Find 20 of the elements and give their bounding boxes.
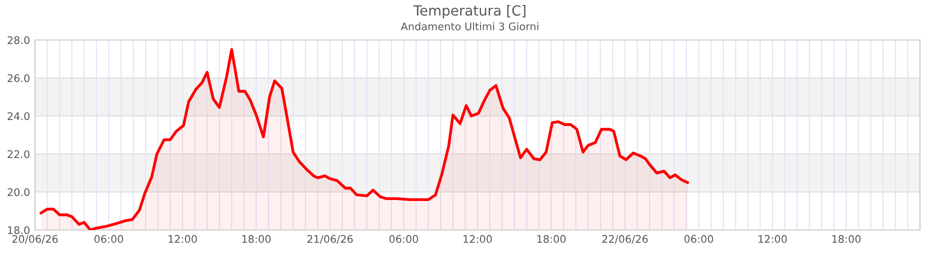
x-tick-label: 12:00 xyxy=(758,235,787,243)
x-tick-label: 18:00 xyxy=(242,235,271,243)
y-tick-label: 24.0 xyxy=(8,112,30,120)
x-tick-label: 18:00 xyxy=(832,235,861,243)
x-tick-label: 22/06/26 xyxy=(602,235,648,244)
x-tick-label: 06:00 xyxy=(389,235,418,243)
y-tick-label: 28.0 xyxy=(8,36,30,44)
x-tick-label: 21/06/26 xyxy=(307,235,353,244)
x-tick-label: 06:00 xyxy=(684,235,714,243)
chart-title: Temperatura [C] xyxy=(413,4,526,18)
x-tick-label: 06:00 xyxy=(94,235,124,243)
x-tick-label: 12:00 xyxy=(464,235,492,243)
x-tick-label: 18:00 xyxy=(537,235,566,243)
x-tick-label: 20/06/26 xyxy=(12,235,58,244)
y-tick-label: 26.0 xyxy=(8,74,30,82)
y-tick-label: 18.0 xyxy=(8,226,30,234)
chart-subtitle: Andamento Ultimi 3 Giorni xyxy=(400,22,538,30)
y-tick-label: 22.0 xyxy=(8,150,30,158)
y-tick-label: 20.0 xyxy=(8,188,30,196)
x-tick-label: 12:00 xyxy=(168,235,197,243)
